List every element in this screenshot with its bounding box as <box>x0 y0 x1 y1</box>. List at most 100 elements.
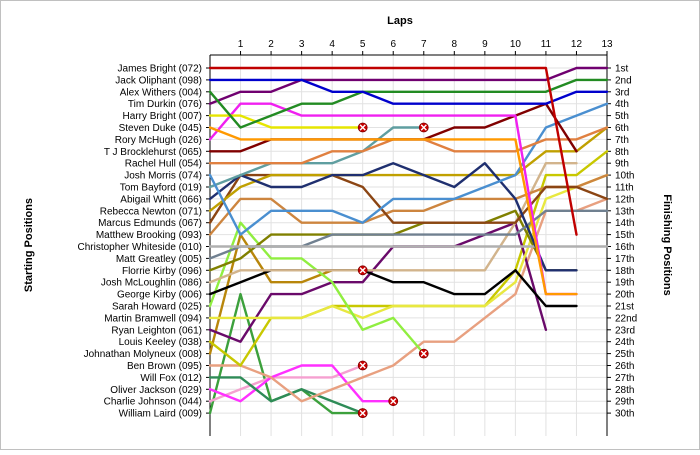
lap-tick-label: 3 <box>299 39 305 50</box>
retired-marker-cross <box>390 398 397 405</box>
finishing-position-label: 17th <box>615 254 634 265</box>
finishing-position-label: 26th <box>615 361 634 372</box>
finishing-position-label: 2nd <box>615 75 632 86</box>
driver-label: George Kirby (006) <box>117 290 202 301</box>
driver-label: Josh McLoughlin (086) <box>101 278 202 289</box>
finishing-position-label: 16th <box>615 242 634 253</box>
finishing-position-label: 6th <box>615 123 629 134</box>
driver-label: Josh Morris (074) <box>124 171 202 182</box>
driver-label: Tom Bayford (019) <box>120 183 202 194</box>
lap-tick-label: 12 <box>571 39 583 50</box>
driver-label: Will Fox (012) <box>140 373 202 384</box>
series-line <box>208 364 395 403</box>
finishing-position-label: 4th <box>615 99 629 110</box>
finishing-position-label: 25th <box>615 349 634 360</box>
lap-tick-label: 11 <box>541 39 552 50</box>
lap-tick-label: 4 <box>329 39 335 50</box>
driver-label: Steven Duke (045) <box>119 123 202 134</box>
retired-marker-cross <box>420 124 427 131</box>
series-line <box>208 197 609 403</box>
lap-tick-label: 7 <box>421 39 427 50</box>
finishing-position-label: 19th <box>615 278 634 289</box>
series-line <box>208 126 578 296</box>
finishing-position-label: 15th <box>615 230 634 241</box>
finishing-position-label: 1st <box>615 64 629 75</box>
driver-label: Rebecca Newton (071) <box>100 206 202 217</box>
driver-label: Florrie Kirby (096) <box>122 266 202 277</box>
driver-label: Matt Greatley (005) <box>116 254 202 265</box>
lap-tick-label: 1 <box>238 39 244 50</box>
finishing-position-label: 7th <box>615 135 629 146</box>
retired-marker-cross <box>359 124 366 131</box>
series-line <box>208 102 578 296</box>
series-lines <box>208 66 609 415</box>
driver-label: Rory McHugh (026) <box>115 135 202 146</box>
finishing-position-label: 14th <box>615 218 634 229</box>
finishing-position-label: 9th <box>615 159 629 170</box>
retired-marker-icon <box>357 408 368 419</box>
retired-marker-icon <box>388 396 399 407</box>
driver-label: William Laird (009) <box>119 409 202 420</box>
series-line <box>208 126 425 189</box>
retired-marker-cross <box>359 362 366 369</box>
driver-label: Ryan Leighton (061) <box>111 325 202 336</box>
driver-label: Jack Oliphant (098) <box>115 75 202 86</box>
driver-label: Tim Durkin (076) <box>128 99 202 110</box>
lap-tick-label: 9 <box>482 39 488 50</box>
series-line <box>208 376 364 415</box>
retirement-markers <box>357 122 429 419</box>
y-axis-title-left: Starting Positions <box>23 198 35 292</box>
series-line <box>208 126 609 213</box>
y-axis-title-right: Finishing Positions <box>661 194 673 295</box>
finishing-position-label: 24th <box>615 337 634 348</box>
finishing-position-label: 28th <box>615 385 634 396</box>
series-line <box>208 364 364 403</box>
driver-label: Sarah Howard (025) <box>112 302 202 313</box>
driver-label: Abigail Whitt (066) <box>120 194 202 205</box>
series-line <box>208 66 578 236</box>
driver-label: Christopher Whiteside (010) <box>78 242 203 253</box>
finishing-position-label: 5th <box>615 111 629 122</box>
series-line <box>208 173 609 320</box>
series-line <box>208 66 609 105</box>
driver-label: Louis Keeley (038) <box>119 337 202 348</box>
retired-marker-cross <box>420 350 427 357</box>
retired-marker-cross <box>359 267 366 274</box>
finishing-position-label: 27th <box>615 373 634 384</box>
driver-label: Oliver Jackson (029) <box>110 385 202 396</box>
finishing-position-label: 30th <box>615 409 634 420</box>
driver-label: Ben Brown (095) <box>127 361 202 372</box>
finishing-position-label: 11th <box>615 183 634 194</box>
driver-label: Martin Bramwell (094) <box>104 313 202 324</box>
series-line <box>208 161 578 272</box>
finishing-position-label: 13th <box>615 206 634 217</box>
series-line <box>208 173 609 236</box>
finishing-position-label: 20th <box>615 290 634 301</box>
lap-tick-label: 13 <box>601 39 613 50</box>
lap-tick-label: 5 <box>360 39 366 50</box>
lap-tick-label: 10 <box>510 39 522 50</box>
driver-label: Matthew Brooking (093) <box>96 230 202 241</box>
driver-label: Johnathan Molyneux (008) <box>84 349 202 360</box>
finishing-position-label: 21st <box>615 302 634 313</box>
series-line <box>208 78 609 105</box>
finishing-position-label: 10th <box>615 171 634 182</box>
retired-marker-icon <box>418 122 429 133</box>
retired-marker-icon <box>418 348 429 359</box>
finishing-position-label: 23rd <box>615 325 635 336</box>
driver-label: Charlie Johnson (044) <box>104 397 202 408</box>
finishing-position-label: 12th <box>615 194 634 205</box>
retired-marker-icon <box>357 265 368 276</box>
series-line <box>208 221 548 343</box>
retired-marker-icon <box>357 122 368 133</box>
lap-tick-label: 8 <box>452 39 458 50</box>
driver-label: James Bright (072) <box>118 64 202 75</box>
driver-label: T J Brocklehurst (065) <box>104 147 202 158</box>
driver-label: Harry Bright (007) <box>123 111 202 122</box>
series-line <box>208 78 609 129</box>
finishing-position-label: 22nd <box>615 313 637 324</box>
finishing-position-label: 3rd <box>615 87 629 98</box>
